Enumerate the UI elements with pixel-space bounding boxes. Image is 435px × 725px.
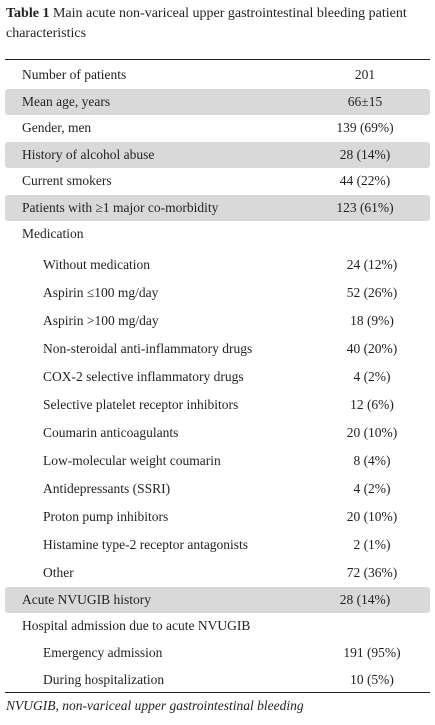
row-label: Without medication: [43, 256, 151, 272]
row-label: Mean age, years: [22, 93, 111, 109]
row-label: Gender, men: [22, 120, 92, 136]
row-value: 191 (95%): [343, 645, 401, 660]
footnote: NVUGIB, non-variceal upper gastrointesti…: [6, 698, 304, 713]
row-value: 4 (2%): [353, 368, 391, 384]
row-label: Histamine type-2 receptor antagonists: [43, 536, 249, 552]
row-label: Coumarin anticoagulants: [43, 424, 179, 440]
sub-row: Aspirin >100 mg/day 18 (9%): [5, 307, 430, 335]
row-value: 12 (6%): [350, 396, 394, 412]
table-row: Patients with ≥1 major co-morbidity 123 (…: [5, 194, 430, 221]
sub-row: Selective platelet receptor inhibitors 12…: [5, 391, 430, 419]
sub-row: Coumarin anticoagulants 20 (10%): [5, 419, 430, 447]
table-label: Table 1: [6, 6, 50, 21]
row-value: 123 (61%): [336, 199, 394, 215]
sub-row: Low-molecular weight coumarin 8 (4%): [5, 447, 430, 475]
sub-row: Aspirin ≤100 mg/day 52 (26%): [5, 279, 430, 307]
row-value: 139 (69%): [336, 120, 394, 136]
row-value: 201: [354, 67, 376, 83]
sub-row: Other 72 (36%): [5, 559, 430, 587]
row-label: Aspirin ≤100 mg/day: [43, 284, 159, 300]
table-title: Table 1 Main acute non-variceal upper ga…: [6, 4, 431, 44]
table-row: Number of patients 201: [5, 62, 430, 89]
row-value: 8 (4%): [353, 452, 391, 468]
row-label: Emergency admission: [43, 645, 163, 660]
row-label: Low-molecular weight coumarin: [43, 452, 221, 468]
row-label: COX-2 selective inflammatory drugs: [43, 368, 244, 384]
sub-row: Antidepressants (SSRI) 4 (2%): [5, 475, 430, 503]
row-label: Antidepressants (SSRI): [43, 480, 171, 496]
row-value: 24 (12%): [346, 256, 398, 272]
row-value: 10 (5%): [350, 672, 394, 687]
sub-row: Non-steroidal anti-inflammatory drugs 40 …: [5, 335, 430, 363]
sub-row: COX-2 selective inflammatory drugs 4 (2%): [5, 363, 430, 391]
title-text: Main acute non-variceal upper gastrointe…: [6, 6, 407, 41]
table-row: Gender, men 139 (69%): [5, 115, 430, 142]
row-value: 28 (14%): [339, 591, 391, 607]
row-value: 44 (22%): [339, 173, 391, 189]
sub-row: During hospitalization 10 (5%): [5, 667, 430, 694]
row-label: History of alcohol abuse: [22, 146, 155, 162]
table-row: Hospital admission due to acute NVUGIB: [5, 613, 430, 640]
row-value: 2 (1%): [353, 536, 391, 552]
row-label: Non-steroidal anti-inflammatory drugs: [43, 340, 253, 356]
row-label: Current smokers: [22, 173, 112, 189]
row-label: Medication: [22, 226, 84, 242]
table-row: Mean age, years 66±15: [5, 88, 430, 115]
table-row: Medication: [5, 221, 430, 248]
row-label: Proton pump inhibitors: [43, 508, 169, 524]
row-label: Other: [43, 564, 74, 580]
row-label: Number of patients: [22, 67, 127, 83]
bottom-rule: [5, 692, 430, 693]
row-label: Hospital admission due to acute NVUGIB: [22, 618, 251, 634]
row-label: Acute NVUGIB history: [22, 591, 151, 607]
row-label: During hospitalization: [43, 672, 165, 687]
top-rule: [5, 59, 430, 60]
row-value: 66±15: [347, 93, 383, 109]
sub-row: Histamine type-2 receptor antagonists 2 (…: [5, 531, 430, 559]
row-value: 4 (2%): [353, 480, 391, 496]
table-row: History of alcohol abuse 28 (14%): [5, 141, 430, 168]
row-value: 72 (36%): [346, 564, 398, 580]
table-row: Acute NVUGIB history 28 (14%): [5, 586, 430, 613]
table-row: Current smokers 44 (22%): [5, 168, 430, 195]
row-value: 40 (20%): [346, 340, 398, 356]
row-label: Selective platelet receptor inhibitors: [43, 396, 239, 412]
row-value: 52 (26%): [346, 284, 398, 300]
row-label: Aspirin >100 mg/day: [43, 312, 159, 328]
sub-row: Emergency admission 191 (95%): [5, 640, 430, 667]
sub-row: Without medication 24 (12%): [5, 251, 430, 279]
row-value: 18 (9%): [350, 312, 394, 328]
row-value: 20 (10%): [346, 508, 398, 524]
sub-row: Proton pump inhibitors 20 (10%): [5, 503, 430, 531]
row-label: Patients with ≥1 major co-morbidity: [22, 199, 219, 215]
row-value: 20 (10%): [346, 424, 398, 440]
row-value: 28 (14%): [339, 146, 391, 162]
